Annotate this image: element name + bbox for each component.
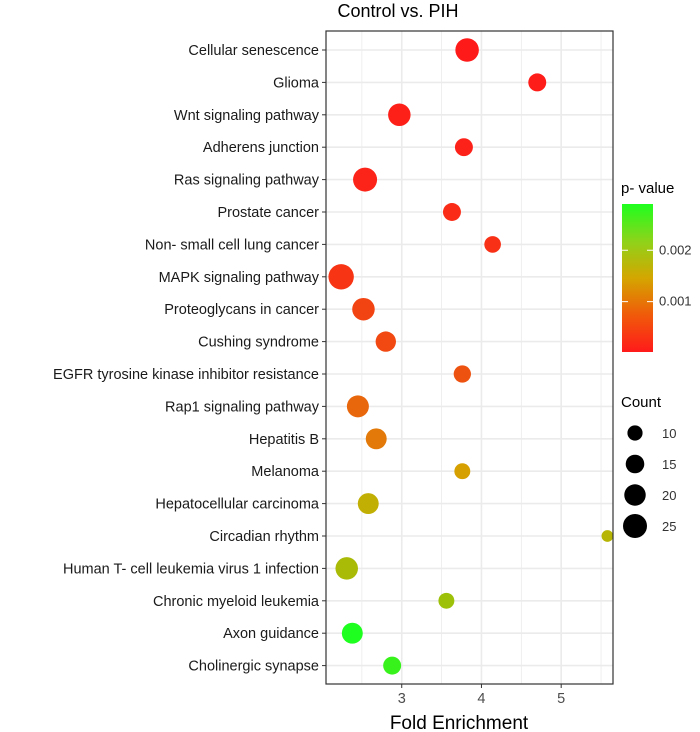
data-point [352, 297, 375, 321]
size-legend-items: 10 15 20 25 [623, 425, 676, 538]
y-tick-label: Hepatocellular carcinoma [155, 497, 320, 513]
size-legend-circle [623, 514, 647, 538]
y-tick-label: Hepatitis B [249, 432, 319, 448]
grid [326, 31, 613, 684]
plot-panel-border [325, 30, 614, 685]
y-tick-label: Prostate cancer [217, 205, 319, 221]
size-legend-circle [627, 425, 643, 441]
data-point [453, 365, 471, 383]
size-legend-label: 25 [662, 519, 676, 534]
y-tick-label: Cellular senescence [188, 43, 319, 59]
size-legend-label: 15 [662, 457, 676, 472]
chart-title: Control vs. PIH [337, 1, 458, 21]
data-point [375, 331, 396, 352]
data-point [528, 73, 547, 92]
color-legend-ticks: 0.001 0.002 [622, 242, 692, 309]
y-tick-label: EGFR tyrosine kinase inhibitor resistanc… [53, 367, 319, 383]
y-tick-label: Cushing syndrome [198, 335, 319, 351]
y-tick-label: Cholinergic synapse [188, 659, 319, 675]
x-tick-label: 3 [398, 691, 406, 707]
y-tick-label: Proteoglycans in cancer [164, 302, 319, 318]
size-legend-label: 10 [662, 426, 676, 441]
y-tick-label: Human T- cell leukemia virus 1 infection [63, 561, 319, 577]
data-point [484, 236, 501, 253]
data-point [454, 138, 473, 157]
data-point [388, 103, 411, 127]
y-tick-label: Wnt signaling pathway [174, 108, 320, 124]
data-point [454, 463, 471, 480]
y-tick-label: Axon guidance [223, 626, 319, 642]
data-points [328, 38, 614, 675]
x-axis-ticks: 3 4 5 [398, 684, 565, 707]
category-labels: Cellular senescence Glioma Wnt signaling p… [53, 43, 326, 675]
y-tick-label: MAPK signaling pathway [159, 270, 320, 286]
size-legend-circle [624, 484, 646, 506]
data-point [341, 622, 363, 644]
data-point [346, 395, 369, 418]
data-point [335, 557, 358, 580]
color-legend-label: 0.002 [659, 242, 692, 257]
y-tick-label: Rap1 signaling pathway [165, 399, 320, 415]
data-point [383, 656, 402, 675]
size-legend-circle [625, 454, 645, 474]
y-tick-label: Chronic myeloid leukemia [153, 594, 320, 610]
color-legend-bar [622, 204, 653, 352]
x-tick-label: 5 [557, 691, 565, 707]
color-legend-title: p- value [621, 180, 674, 197]
data-point [365, 428, 387, 450]
x-tick-label: 4 [477, 691, 485, 707]
size-legend-title: Count [621, 394, 662, 411]
data-point [357, 493, 379, 515]
color-legend: p- value 0.001 0.002 [621, 180, 692, 352]
data-point [328, 264, 354, 290]
x-axis-title: Fold Enrichment [390, 713, 529, 732]
data-point [455, 38, 479, 62]
data-point [353, 167, 378, 192]
y-tick-label: Non- small cell lung cancer [145, 237, 319, 253]
data-point [438, 592, 455, 609]
y-tick-label: Melanoma [251, 464, 320, 480]
y-tick-label: Circadian rhythm [209, 529, 319, 545]
y-tick-label: Ras signaling pathway [174, 173, 320, 189]
y-tick-label: Adherens junction [203, 140, 319, 156]
size-legend-label: 20 [662, 488, 676, 503]
data-point [442, 203, 461, 221]
y-tick-label: Glioma [273, 75, 320, 91]
color-legend-label: 0.001 [659, 294, 692, 309]
data-point [601, 530, 614, 542]
size-legend: Count 10 15 20 25 [621, 394, 676, 538]
